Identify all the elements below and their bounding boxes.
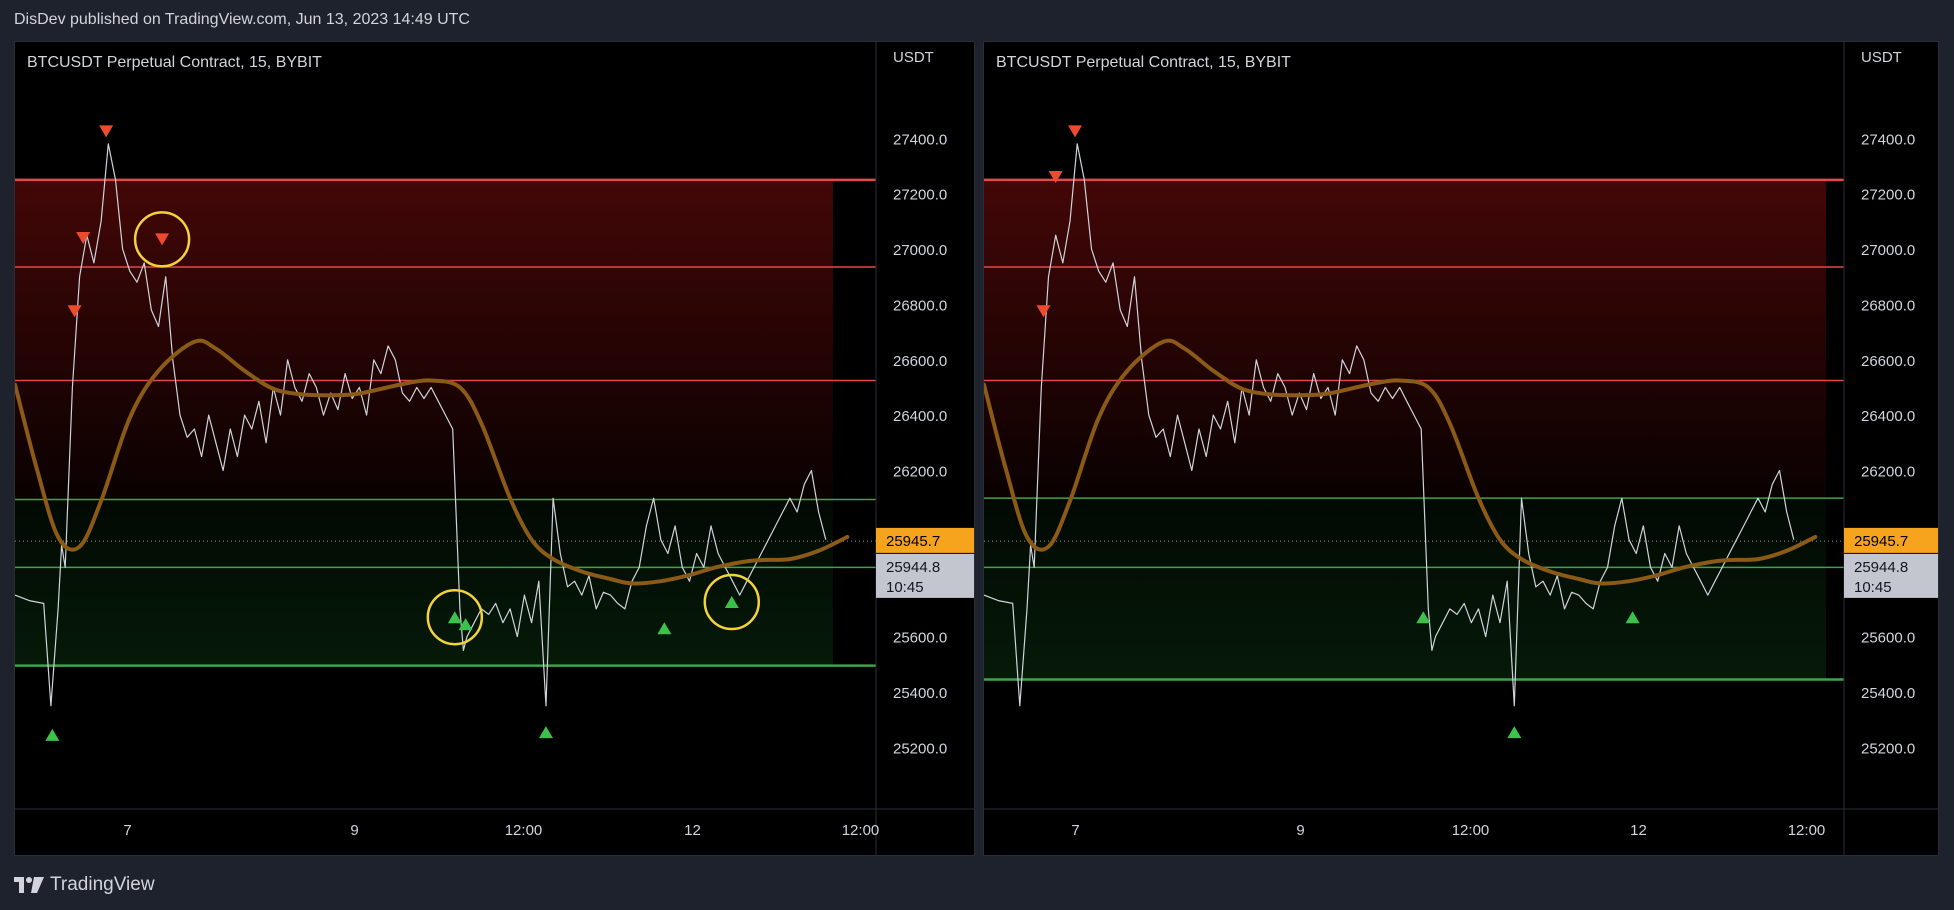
buy-signal-marker <box>458 618 473 631</box>
buy-signal-marker <box>724 595 739 608</box>
chart-panel-right[interactable]: USDT 27400.0 27200.0 27000.0 26800.0 26600.0 2… <box>983 41 1939 856</box>
price-tick-label: 27200.0 <box>893 187 947 204</box>
price-tick-label: 26400.0 <box>1861 408 1915 425</box>
time-tick-label: 7 <box>123 822 131 839</box>
price-tick-label: 26800.0 <box>893 297 947 314</box>
time-tick-label: 12:00 <box>1788 822 1826 839</box>
sell-signal-marker <box>99 125 114 138</box>
time-tick-label: 12:00 <box>842 822 880 839</box>
chart-canvas[interactable]: USDT 27400.0 27200.0 27000.0 26800.0 26600.0 2… <box>984 42 1939 856</box>
buy-signal-marker <box>657 622 672 635</box>
time-tick-label: 12 <box>1630 822 1647 839</box>
brand-name: TradingView <box>50 874 155 895</box>
price-countdown-tag <box>876 553 974 598</box>
price-tick-label: 25200.0 <box>893 740 947 757</box>
buy-signal-marker <box>45 728 60 741</box>
price-tick-label: 27000.0 <box>893 242 947 259</box>
price-tick-label: 26800.0 <box>1861 297 1915 314</box>
price-tick-label: 26600.0 <box>893 353 947 370</box>
last-price-value: 25945.7 <box>886 533 940 550</box>
price-tick-label: 25600.0 <box>1861 630 1915 647</box>
price-tick-label: 27400.0 <box>1861 131 1915 148</box>
sell-signal-marker <box>1036 305 1051 318</box>
symbol-title: BTCUSDT Perpetual Contract, 15, BYBIT <box>27 54 322 71</box>
buy-signal-marker <box>1416 611 1431 624</box>
price-tick-label: 26200.0 <box>893 463 947 480</box>
price-tick-label: 25400.0 <box>893 685 947 702</box>
tradingview-logo-icon <box>14 877 44 893</box>
time-tick-label: 12 <box>684 822 701 839</box>
time-tick-label: 9 <box>1296 822 1304 839</box>
last-price-tag <box>1844 527 1938 553</box>
price-tick-label: 25200.0 <box>1861 740 1915 757</box>
price-tick-label: 25400.0 <box>1861 685 1915 702</box>
chart-panel-left[interactable]: USDT 27400.0 27200.0 27000.0 26800.0 26600.0 2… <box>14 41 975 856</box>
sell-signal-marker <box>1048 171 1063 184</box>
price-tick-label: 26600.0 <box>1861 353 1915 370</box>
time-tick-label: 12:00 <box>1452 822 1490 839</box>
lower-zone-fill <box>984 498 1827 680</box>
buy-signal-marker <box>1507 726 1522 739</box>
bar-countdown: 10:45 <box>886 579 924 596</box>
highlight-ring <box>133 211 191 268</box>
highlight-ring <box>703 573 761 631</box>
sell-signal-marker <box>76 231 91 244</box>
price-tick-label: 27200.0 <box>1861 187 1915 204</box>
time-tick-label: 9 <box>350 822 358 839</box>
price-tick-label: 26400.0 <box>893 408 947 425</box>
last-price-value: 25945.7 <box>1854 533 1908 550</box>
price-tick-label: 27400.0 <box>893 131 947 148</box>
publisher-line: DisDev published on TradingView.com, Jun… <box>14 11 470 28</box>
time-tick-label: 7 <box>1071 822 1079 839</box>
upper-zone-fill <box>15 179 833 500</box>
sell-signal-marker <box>67 305 82 318</box>
currency-label: USDT <box>1861 49 1902 66</box>
trend-curve-line <box>984 338 1818 586</box>
lower-zone-fill <box>15 499 833 666</box>
time-tick-label: 12:00 <box>505 822 543 839</box>
bar-countdown: 10:45 <box>1854 579 1892 596</box>
buy-signal-marker <box>538 726 553 739</box>
upper-zone-fill <box>984 179 1827 499</box>
last-price-tag <box>876 527 974 553</box>
price-tick-label: 26200.0 <box>1861 463 1915 480</box>
chart-canvas[interactable]: USDT 27400.0 27200.0 27000.0 26800.0 26600.0 2… <box>15 42 975 856</box>
symbol-title: BTCUSDT Perpetual Contract, 15, BYBIT <box>996 54 1291 71</box>
price-tick-label: 27000.0 <box>1861 242 1915 259</box>
sell-signal-marker <box>155 233 170 246</box>
buy-signal-marker <box>1625 611 1640 624</box>
buy-signal-marker <box>447 611 462 624</box>
tradingview-brand[interactable]: TradingView <box>14 874 155 896</box>
currency-label: USDT <box>893 49 934 66</box>
highlight-ring <box>426 588 484 646</box>
price-countdown-tag <box>1844 553 1938 598</box>
current-price-value: 25944.8 <box>1854 559 1908 576</box>
current-price-value: 25944.8 <box>886 559 940 576</box>
trend-curve-line <box>15 338 850 586</box>
sell-signal-marker <box>1068 125 1083 138</box>
price-tick-label: 25600.0 <box>893 630 947 647</box>
